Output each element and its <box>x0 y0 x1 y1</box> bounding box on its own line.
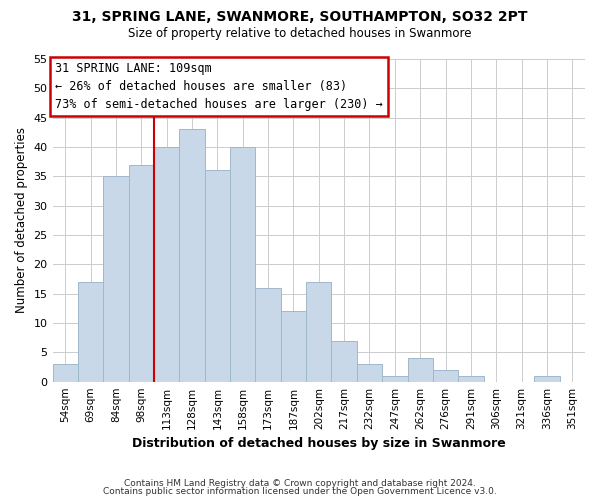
Bar <box>103 176 128 382</box>
Bar <box>256 288 281 382</box>
Bar <box>357 364 382 382</box>
Bar <box>78 282 103 382</box>
Bar <box>433 370 458 382</box>
Bar <box>281 312 306 382</box>
Text: Contains HM Land Registry data © Crown copyright and database right 2024.: Contains HM Land Registry data © Crown c… <box>124 478 476 488</box>
Bar <box>128 164 154 382</box>
Text: 31, SPRING LANE, SWANMORE, SOUTHAMPTON, SO32 2PT: 31, SPRING LANE, SWANMORE, SOUTHAMPTON, … <box>72 10 528 24</box>
Text: Contains public sector information licensed under the Open Government Licence v3: Contains public sector information licen… <box>103 488 497 496</box>
Bar <box>230 147 256 382</box>
Bar <box>458 376 484 382</box>
Bar <box>331 340 357 382</box>
Bar <box>407 358 433 382</box>
Text: Size of property relative to detached houses in Swanmore: Size of property relative to detached ho… <box>128 28 472 40</box>
Bar <box>382 376 407 382</box>
Bar <box>534 376 560 382</box>
Bar <box>205 170 230 382</box>
Y-axis label: Number of detached properties: Number of detached properties <box>15 128 28 314</box>
Bar <box>179 130 205 382</box>
Bar <box>154 147 179 382</box>
Text: 31 SPRING LANE: 109sqm
← 26% of detached houses are smaller (83)
73% of semi-det: 31 SPRING LANE: 109sqm ← 26% of detached… <box>55 62 383 111</box>
Bar <box>306 282 331 382</box>
X-axis label: Distribution of detached houses by size in Swanmore: Distribution of detached houses by size … <box>132 437 506 450</box>
Bar <box>53 364 78 382</box>
